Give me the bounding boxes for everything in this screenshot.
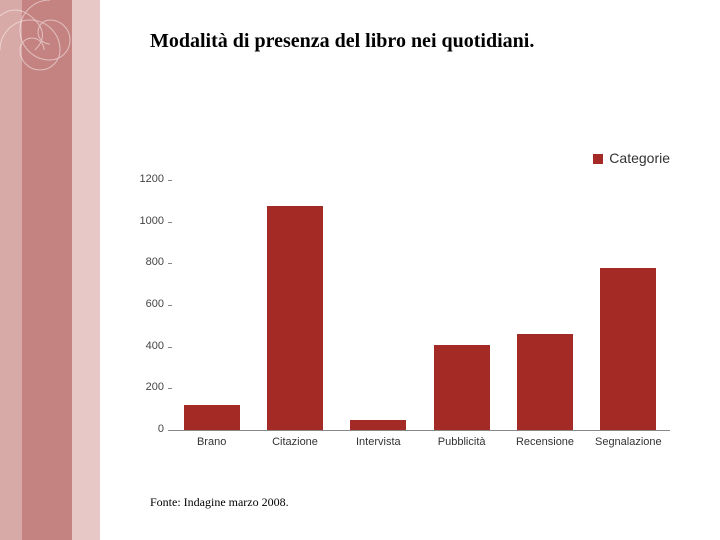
y-tick-mark [168, 222, 172, 223]
slide-root: Modalità di presenza del libro nei quoti… [0, 0, 720, 540]
y-tick-label: 1000 [120, 215, 164, 227]
y-tick-label: 600 [120, 298, 164, 310]
bar [184, 405, 240, 430]
left-decorative-band [0, 0, 100, 540]
bar [267, 206, 323, 430]
bar [434, 345, 490, 430]
y-tick-label: 400 [120, 340, 164, 352]
y-tick-label: 0 [120, 423, 164, 435]
y-tick-label: 200 [120, 381, 164, 393]
x-tick-label: Segnalazione [587, 436, 670, 448]
y-tick-mark [168, 430, 172, 431]
bar [350, 420, 406, 430]
y-tick-label: 1200 [120, 173, 164, 185]
x-tick-label: Pubblicità [420, 436, 503, 448]
chart-title: Modalità di presenza del libro nei quoti… [150, 30, 690, 53]
chart-legend: Categorie [593, 150, 670, 166]
x-tick-label: Brano [170, 436, 253, 448]
plot-area [170, 180, 670, 431]
y-tick-mark [168, 305, 172, 306]
legend-label: Categorie [609, 150, 670, 166]
x-tick-label: Intervista [337, 436, 420, 448]
bar [600, 268, 656, 431]
source-text: Fonte: Indagine marzo 2008. [150, 495, 289, 510]
y-tick-mark [168, 180, 172, 181]
bar [517, 334, 573, 430]
swirl-ornament-icon [0, 0, 110, 110]
legend-marker [593, 154, 603, 164]
y-tick-mark [168, 388, 172, 389]
bar-chart: Categorie 0 200 400 600 800 1000 1200 BranoCita… [120, 150, 680, 460]
y-tick-mark [168, 263, 172, 264]
y-tick-mark [168, 347, 172, 348]
y-tick-label: 800 [120, 256, 164, 268]
x-tick-label: Citazione [254, 436, 337, 448]
x-tick-label: Recensione [504, 436, 587, 448]
